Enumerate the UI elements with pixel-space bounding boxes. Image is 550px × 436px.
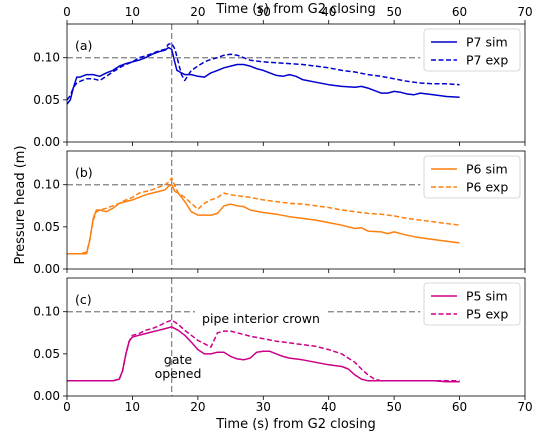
panel-a-top-xtick-label: 70	[517, 5, 532, 19]
crown-annotation: pipe interior crown	[202, 311, 320, 326]
panel-c-legend-label: P5 sim	[466, 289, 508, 304]
crown-annotation-bg	[195, 311, 327, 327]
panel-c-ytick-label: 0.05	[33, 347, 60, 361]
panel-a-top-xtick-label: 60	[452, 5, 467, 19]
panel-a-top-xtick-label: 0	[63, 5, 71, 19]
panel-a-top-xtick-label: 50	[387, 5, 402, 19]
panel-b-ytick-label: 0.10	[33, 178, 60, 192]
panel-c-label: (c)	[75, 292, 92, 307]
panel-a-ticks: 0.00 0.05 0.10 0 10 20 30 40 50 60 70	[33, 5, 532, 149]
panel-c-xtick-label: 20	[190, 400, 205, 414]
panel-a-ytick-label: 0.00	[33, 135, 60, 149]
panel-a-top-xtick-label: 30	[256, 5, 271, 19]
panel-b-legend-label: P6 sim	[466, 162, 508, 177]
panel-a-legend-label: P7 sim	[466, 35, 508, 50]
panel-a: 0.000.050.100 10 20 30 40 50 60 70 (a) P7 simP7…	[33, 5, 532, 149]
panel-a-ytick-label: 0.10	[33, 51, 60, 65]
panel-b-legend-label: P6 exp	[466, 180, 508, 195]
panel-a-legend: P7 sim P7 exp	[423, 28, 521, 72]
gate-annotation: gate	[164, 352, 192, 367]
panel-c-series	[67, 278, 460, 396]
panel-a-top-xtick-label: 20	[190, 5, 205, 19]
panel-b-ytick-label: 0.00	[33, 262, 60, 276]
panel-b: 0.00 0.05 0.10 (b) P6 sim P6 exp	[33, 150, 526, 276]
panel-b-ticks: 0.00 0.05 0.10	[33, 178, 526, 276]
panel-a-series-sim-line	[66, 46, 460, 105]
panel-c-xtick-label: 30	[256, 400, 271, 414]
panel-c-xtick-label: 0	[63, 400, 71, 414]
panel-a-label: (a)	[75, 38, 92, 53]
top-xlabel: Time (s) from G2 closing	[215, 2, 375, 17]
opened-annotation: opened	[155, 366, 202, 381]
panel-a-top-xtick-label: 10	[125, 5, 140, 19]
panel-c-series-exp-line	[67, 319, 460, 382]
panel-c-legend: P5 sim P5 exp	[423, 282, 521, 326]
panel-a-series	[66, 24, 460, 142]
panel-c-ticks: 0.00 0.05 0.10 0 10 20 30 40 50 60 70	[33, 305, 532, 414]
panel-b-label: (b)	[75, 165, 93, 180]
panel-a-top-xtick-label: 40	[321, 5, 336, 19]
panel-b-series	[67, 151, 460, 269]
panel-b-frame	[66, 150, 526, 270]
bottom-xlabel: Time (s) from G2 closing	[215, 417, 375, 432]
panel-a-legend-label: P7 exp	[466, 53, 508, 68]
panel-c-xtick-label: 60	[452, 400, 467, 414]
panel-b-series-sim-line	[67, 183, 460, 255]
panel-c-ytick-label: 0.00	[33, 389, 60, 403]
panel-c-xtick-label: 40	[321, 400, 336, 414]
panel-c-xtick-label: 70	[517, 400, 532, 414]
panel-b-legend: P6 sim P6 exp	[423, 155, 521, 199]
panel-c-ytick-label: 0.10	[33, 305, 60, 319]
panel-a-ytick-label: 0.05	[33, 93, 60, 107]
panel-a-frame	[66, 23, 526, 143]
panel-c-frame	[66, 277, 526, 397]
panel-c-xtick-label: 50	[387, 400, 402, 414]
panel-b-series-exp-line	[67, 177, 460, 255]
panel-a-series-exp-line	[66, 42, 460, 101]
ylabel: Pressure head (m)	[13, 145, 28, 264]
panel-c: 0.00 0.05 0.10 0 10 20 30 40 50 60 70 (c) pipe int…	[33, 277, 533, 414]
panel-c-xtick-label: 10	[125, 400, 140, 414]
panel-b-ytick-label: 0.05	[33, 220, 60, 234]
panel-c-legend-label: P5 exp	[466, 307, 508, 322]
